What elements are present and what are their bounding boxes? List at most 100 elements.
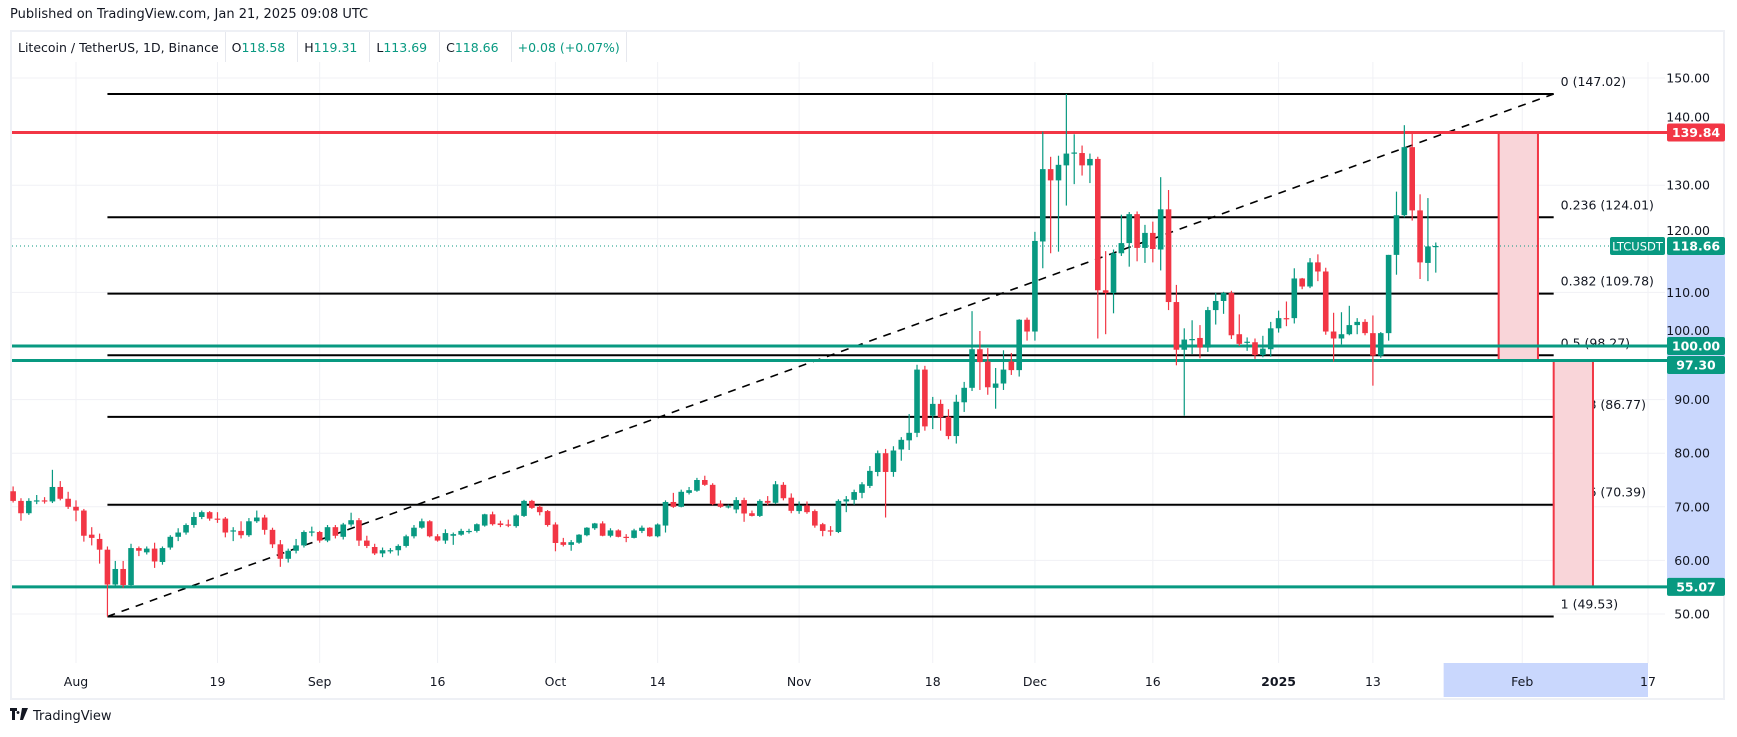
last-price-badge: 118.66: [1672, 238, 1721, 253]
price-range-box[interactable]: [1552, 359, 1594, 588]
candle: [670, 492, 677, 508]
candle: [1370, 315, 1376, 386]
candle-body: [371, 547, 378, 554]
candle: [984, 348, 991, 395]
time-tick-label: 19: [210, 674, 226, 689]
price-line-badge: 55.07: [1676, 579, 1716, 594]
candle-body: [364, 540, 370, 546]
candle: [419, 518, 425, 529]
axis-highlights: [1443, 245, 1725, 697]
candle-body: [65, 498, 71, 507]
candle: [1047, 156, 1054, 254]
candle: [364, 535, 370, 549]
symbol-badge-bg: [1610, 236, 1665, 255]
symbol-title[interactable]: Litecoin / TetherUS, 1D, Binance: [12, 32, 226, 62]
time-tick-label: Sep: [308, 674, 332, 689]
candle: [112, 560, 119, 587]
ohlc-high: H 119.31: [298, 32, 371, 62]
time-tick-label: 13: [1365, 674, 1381, 689]
candle-body: [835, 500, 842, 532]
candle: [481, 513, 488, 527]
candle: [1095, 156, 1101, 339]
candle: [1079, 145, 1085, 176]
fib-trend-line[interactable]: [107, 93, 1554, 618]
candle: [238, 521, 244, 539]
candle-body: [285, 550, 292, 559]
candle-body: [1291, 278, 1298, 319]
candle-body: [1071, 152, 1078, 154]
candle-body: [1197, 337, 1203, 348]
price-tick-label: 130.00: [1666, 178, 1710, 193]
candle-body: [489, 514, 496, 525]
candle: [835, 499, 842, 534]
candle-body: [678, 491, 685, 507]
candle: [678, 489, 685, 508]
candle: [191, 512, 197, 528]
candle: [702, 475, 708, 486]
candle: [1032, 231, 1038, 341]
time-axis[interactable]: Aug 19 Sep 16 Oct 14 Nov 18 Dec 16 2025 13 Feb 17: [64, 674, 1656, 689]
candle-body: [812, 511, 818, 526]
candle-body: [969, 349, 975, 388]
candle: [843, 496, 850, 513]
candle: [497, 520, 504, 528]
candle: [426, 520, 433, 538]
low-label: L: [376, 39, 384, 55]
candle: [33, 495, 40, 505]
candle-body: [992, 383, 999, 388]
candle: [403, 534, 409, 548]
candle: [1315, 254, 1321, 282]
candle: [631, 528, 637, 539]
candle: [1157, 177, 1164, 271]
candle: [560, 537, 567, 547]
candle-body: [1110, 253, 1117, 293]
candle-body: [521, 500, 527, 516]
horizontal-lines[interactable]: [12, 130, 1667, 589]
candle-body: [843, 499, 850, 502]
time-range-highlight: [1443, 663, 1648, 697]
candle-body: [96, 538, 103, 550]
candle: [709, 483, 716, 506]
candle-body: [1142, 232, 1148, 248]
candle: [992, 367, 999, 409]
candle-body: [898, 439, 905, 450]
candle-body: [151, 548, 158, 562]
candle: [183, 523, 189, 535]
candle-body: [1150, 232, 1156, 249]
price-line-badge-bg: [1667, 577, 1725, 596]
candle: [1236, 314, 1243, 346]
candle-body: [57, 486, 64, 499]
time-tick-label: 2025: [1261, 674, 1296, 689]
candle: [1409, 133, 1415, 221]
price-line-badge: 97.30: [1676, 358, 1716, 373]
candle-body: [623, 536, 629, 539]
candle-body: [709, 484, 716, 505]
candle: [646, 527, 653, 537]
candle-body: [136, 548, 142, 551]
ohlc-close: C 118.66: [440, 32, 512, 62]
candle-body: [395, 545, 402, 551]
candle-body: [1212, 300, 1219, 311]
candle: [26, 498, 32, 515]
candle: [458, 528, 464, 536]
price-tick-label: 120.00: [1666, 223, 1710, 238]
candle: [977, 330, 983, 390]
price-axis[interactable]: 50.00 60.00 70.00 80.00 90.00 100.00 110.00 120…: [1666, 71, 1710, 622]
candle: [10, 486, 16, 503]
candle: [725, 504, 732, 509]
candle-body: [1260, 348, 1266, 356]
candle: [474, 523, 480, 533]
candle-body: [513, 515, 519, 527]
candle-body: [1181, 339, 1188, 350]
candle-body: [1385, 254, 1392, 334]
range-boxes[interactable]: [1497, 131, 1594, 588]
candle-body: [859, 484, 865, 493]
candle: [1126, 212, 1133, 267]
candle-body: [906, 432, 912, 441]
time-tick-label: Oct: [545, 674, 567, 689]
candle-body: [143, 548, 150, 553]
candle: [859, 482, 865, 499]
candle: [1362, 319, 1368, 336]
candle: [741, 497, 747, 522]
